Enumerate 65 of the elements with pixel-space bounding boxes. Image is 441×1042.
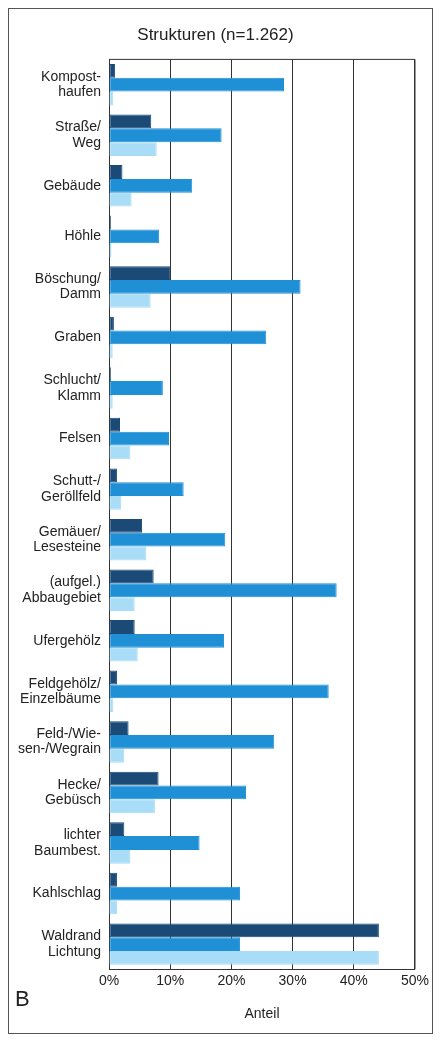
y-tick-label: Schlucht/ Klamm: [43, 371, 102, 403]
y-tick-label: Schutt-/ Geröllfeld: [41, 472, 102, 504]
y-tick-label: Straße/ Weg: [55, 118, 102, 150]
y-tick-label: Kahlschlag: [32, 884, 101, 901]
bar: [109, 77, 285, 92]
x-tick-label: 50%: [400, 971, 430, 988]
bar: [109, 900, 117, 915]
y-tick-label: Feldgehölz/ Einzelbäume: [20, 674, 102, 706]
bar: [109, 633, 225, 648]
bar: [109, 293, 151, 308]
bar: [109, 445, 131, 460]
x-axis-title: Anteil: [244, 1005, 280, 1022]
bar: [109, 597, 135, 611]
y-tick-label: (aufgel.) Abbaugebiet: [22, 573, 102, 605]
bar: [109, 937, 240, 952]
bar: [109, 799, 155, 814]
y-tick-label: Graben: [54, 328, 101, 345]
chart-title: Strukturen (n=1.262): [137, 24, 294, 44]
bar: [109, 785, 247, 800]
bar: [109, 872, 117, 887]
y-tick-label: Ufergehölz: [33, 631, 101, 648]
y-tick-label: Gebäude: [43, 176, 102, 193]
bar: [109, 431, 169, 446]
y-tick-label: Kompost- haufen: [41, 67, 102, 100]
bar: [109, 647, 138, 662]
bar: [109, 569, 154, 584]
bar: [109, 468, 117, 483]
bar: [109, 951, 379, 965]
bar: [109, 771, 159, 786]
bar: [109, 836, 200, 850]
bar: [109, 192, 132, 207]
bar: [109, 532, 226, 547]
bar: [109, 518, 143, 533]
x-tick-label: 20%: [217, 971, 246, 988]
bar: [109, 114, 152, 129]
x-tick-label: 30%: [278, 971, 307, 988]
bar: [109, 849, 131, 864]
y-tick-label: lichter Baumbest.: [34, 826, 102, 858]
bar: [109, 142, 157, 156]
bar: [109, 886, 240, 901]
y-tick-label: Gemäuer/ Lesesteine: [33, 522, 102, 555]
bar: [109, 583, 337, 598]
bar: [109, 128, 222, 143]
x-tick-label: 0%: [98, 971, 120, 988]
y-tick-label: Höhle: [64, 227, 102, 244]
bar: [109, 330, 267, 345]
bar: [109, 229, 160, 244]
y-tick-label: Waldrand Lichtung: [41, 927, 101, 959]
bar: [109, 923, 379, 938]
bar: [109, 178, 193, 193]
bar: [109, 266, 171, 280]
text: B: [15, 986, 30, 1012]
y-tick-label: Felsen: [58, 429, 101, 446]
y-tick-label: Feld-/Wie- sen-/Wegrain: [17, 725, 102, 757]
bar: [109, 546, 147, 561]
x-tick-label: 10%: [156, 971, 185, 988]
y-tick-label: Hecke/ Gebüsch: [44, 775, 102, 808]
x-tick-label: 40%: [339, 971, 368, 988]
bar: [109, 279, 301, 294]
bar: [109, 482, 184, 497]
y-tick-label: Böschung/ Damm: [34, 270, 102, 302]
bar: [109, 684, 329, 699]
bar: [109, 734, 275, 749]
bar: [109, 381, 163, 395]
bar: [109, 620, 135, 634]
